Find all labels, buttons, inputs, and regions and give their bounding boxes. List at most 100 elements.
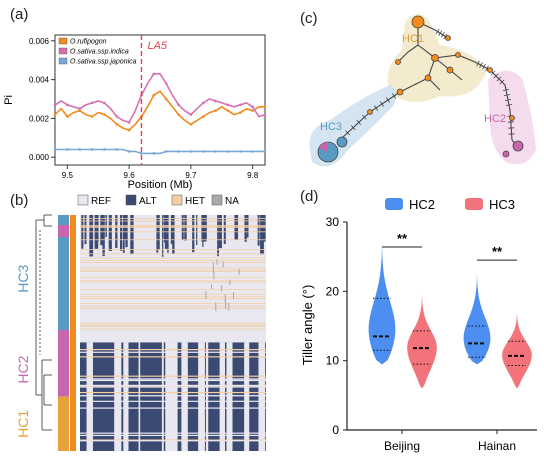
series-line xyxy=(55,148,265,155)
data-point xyxy=(164,150,168,153)
mutation-tick xyxy=(440,32,445,38)
genotype-mark xyxy=(80,375,266,377)
genotype-heatmap: REF ALT HET NA HC3 HC2 HC1 xyxy=(15,194,266,451)
genotype-mark xyxy=(80,349,266,351)
legend-swatch xyxy=(58,57,68,65)
data-point xyxy=(103,101,106,105)
haplotype-node xyxy=(395,59,401,65)
data-point xyxy=(201,115,205,118)
genotype-mark xyxy=(80,281,266,283)
genotype-mark xyxy=(238,268,240,275)
genotype-mark xyxy=(80,257,266,259)
genotype-mark xyxy=(257,215,260,246)
genotype-mark xyxy=(80,324,266,326)
genotype-mark xyxy=(80,307,266,309)
legend-swatch xyxy=(77,194,89,206)
genotype-mark xyxy=(246,215,249,238)
data-point xyxy=(226,103,230,107)
violin-shape xyxy=(463,274,491,365)
outgroup-strip xyxy=(70,215,76,451)
data-point xyxy=(263,150,267,153)
data-point xyxy=(66,103,69,107)
series-line xyxy=(54,90,265,132)
mutation-tick xyxy=(380,101,384,107)
x-tick-label: Hainan xyxy=(478,439,516,453)
genotype-mark xyxy=(80,262,266,264)
genotype-mark xyxy=(80,271,266,272)
data-point xyxy=(177,150,180,153)
genotype-mark xyxy=(80,356,266,358)
data-point xyxy=(189,150,193,153)
genotype-mark xyxy=(205,342,209,451)
data-point xyxy=(214,109,217,112)
data-point xyxy=(214,99,217,103)
mutation-tick xyxy=(374,105,378,111)
legend-label: ALT xyxy=(139,196,157,207)
legend-label: O.sativa.ssp.japonica xyxy=(70,59,137,66)
hc3-label: HC3 xyxy=(320,121,342,133)
y-tick-label: 0.004 xyxy=(29,76,50,85)
genotype-mark xyxy=(222,261,224,268)
data-point xyxy=(127,128,131,132)
mutation-tick xyxy=(345,130,350,136)
x-axis-label: Position (Mb) xyxy=(128,179,193,191)
genotype-mark xyxy=(138,342,141,451)
genotype-mark xyxy=(181,342,188,451)
haplotype-node xyxy=(367,109,373,115)
genotype-mark xyxy=(244,342,250,451)
genotype-mark xyxy=(156,215,160,250)
y-tick-label: 10 xyxy=(326,354,340,368)
la5-annotation-label: LA5 xyxy=(147,40,167,52)
haplotype-node xyxy=(487,67,493,73)
data-point xyxy=(226,109,230,112)
genotype-mark xyxy=(80,407,266,409)
data-point xyxy=(238,111,242,114)
genotype-mark xyxy=(80,440,266,442)
data-point xyxy=(214,150,217,153)
haplotype-node xyxy=(509,115,515,121)
legend-swatch xyxy=(171,194,183,206)
genotype-mark xyxy=(162,215,164,257)
genotype-mark xyxy=(226,342,233,451)
genotype-mark xyxy=(173,342,178,451)
genotype-mark xyxy=(202,342,205,451)
data-point xyxy=(177,113,180,116)
legend-label: HC2 xyxy=(409,197,435,212)
data-point xyxy=(152,72,156,76)
mutation-tick xyxy=(490,70,496,76)
mutation-tick xyxy=(499,79,505,85)
legend-label: REF xyxy=(91,196,111,207)
data-point xyxy=(66,115,69,118)
genotype-mark xyxy=(80,432,266,434)
data-point xyxy=(127,150,131,153)
data-point xyxy=(226,150,230,153)
genotype-mark xyxy=(196,215,198,246)
mutation-tick xyxy=(476,60,480,67)
haplotype-node xyxy=(411,15,425,29)
data-point xyxy=(238,150,242,153)
tiller-angle-violin-chart: HC2 HC3 0 10 20 30 Beijing Hainan ** ** Tiller … xyxy=(300,197,537,453)
genotype-mark xyxy=(80,226,266,228)
group-strip xyxy=(58,396,69,451)
genotype-mark xyxy=(95,215,97,248)
haplotype-node xyxy=(396,88,404,96)
dendrogram xyxy=(35,214,52,431)
legend-swatch xyxy=(58,47,68,55)
data-point xyxy=(78,109,82,112)
haplotype-node xyxy=(445,35,451,41)
data-point xyxy=(53,113,57,116)
genotype-mark xyxy=(80,328,266,330)
mutation-tick xyxy=(350,125,356,131)
genotype-mark xyxy=(80,269,266,271)
genotype-mark xyxy=(80,384,266,386)
genotype-mark xyxy=(80,226,266,228)
data-point xyxy=(103,148,106,151)
genotype-mark xyxy=(213,271,215,280)
plot-frame xyxy=(54,34,266,166)
haplotype-node xyxy=(424,74,432,82)
x-tick-label: 9.7 xyxy=(185,171,197,180)
genotype-mark xyxy=(80,378,266,380)
genotype-mark xyxy=(80,280,266,282)
legend-label: HC3 xyxy=(489,197,515,212)
genotype-mark xyxy=(80,439,266,441)
